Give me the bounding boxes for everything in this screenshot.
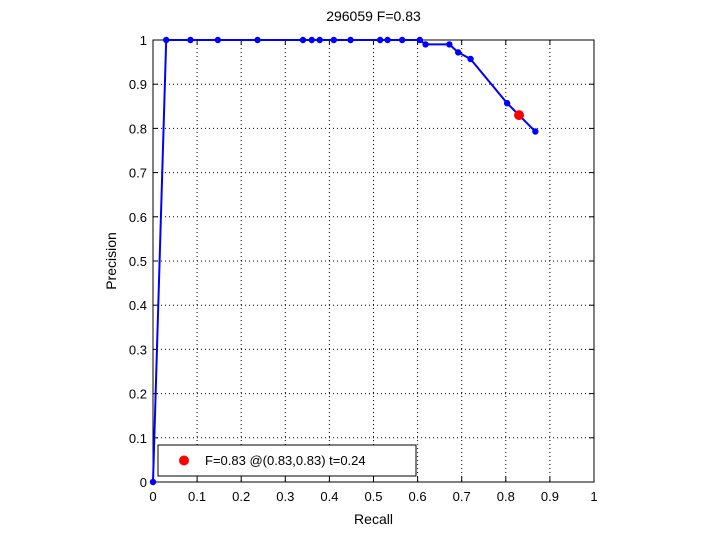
pr-curve-point bbox=[330, 36, 338, 44]
pr-curve-point bbox=[187, 36, 194, 44]
pr-curve-point bbox=[347, 36, 354, 44]
pr-curve-point bbox=[316, 36, 323, 44]
y-tick-label: 0.3 bbox=[129, 342, 147, 357]
pr-curve-point bbox=[416, 36, 424, 44]
pr-curve-point bbox=[308, 36, 315, 44]
pr-curve-point bbox=[503, 100, 511, 107]
series bbox=[149, 36, 539, 486]
y-tick-label: 0.1 bbox=[129, 431, 147, 446]
pr-curve-point bbox=[254, 36, 261, 44]
best-f-point bbox=[514, 110, 525, 121]
x-tick-label: 0 bbox=[149, 489, 156, 504]
legend: F=0.83 @(0.83,0.83) t=0.24 bbox=[157, 444, 417, 477]
x-tick-label: 0.7 bbox=[453, 489, 471, 504]
pr-curve-point bbox=[398, 36, 406, 44]
pr-curve-point bbox=[454, 49, 462, 56]
legend-box bbox=[157, 444, 417, 477]
x-axis-label: Recall bbox=[354, 511, 393, 527]
legend-marker bbox=[179, 455, 189, 466]
grid bbox=[153, 40, 594, 482]
pr-curve-point bbox=[214, 36, 222, 44]
x-tick-label: 0.6 bbox=[409, 489, 427, 504]
pr-curve-point bbox=[376, 36, 384, 44]
x-tick-label: 0.1 bbox=[188, 489, 206, 504]
pr-curve-point bbox=[299, 36, 307, 44]
pr-curve-point bbox=[532, 128, 539, 135]
x-tick-label: 0.3 bbox=[276, 489, 294, 504]
legend-label: F=0.83 @(0.83,0.83) t=0.24 bbox=[205, 453, 366, 468]
chart-title: 296059 F=0.83 bbox=[326, 8, 421, 24]
ticks: 0 0.1 0.2 0.3 0.4 0.5 0.6 0.7 0.8 0.9 1 0 0.1 0.2 0.3 0… bbox=[129, 33, 598, 504]
y-axis-label: Precision bbox=[103, 232, 119, 290]
y-tick-label: 0.8 bbox=[129, 121, 147, 136]
pr-curve-point bbox=[467, 55, 474, 63]
pr-curve-point bbox=[384, 36, 391, 44]
x-tick-label: 0.8 bbox=[497, 489, 515, 504]
y-tick-label: 0 bbox=[140, 475, 147, 490]
x-tick-label: 0.5 bbox=[364, 489, 382, 504]
x-tick-label: 1 bbox=[590, 489, 597, 504]
y-tick-label: 1 bbox=[140, 33, 147, 48]
pr-curve-point bbox=[422, 41, 429, 48]
pr-curve-point bbox=[446, 41, 453, 48]
y-tick-label: 0.7 bbox=[129, 166, 147, 181]
y-tick-label: 0.9 bbox=[129, 77, 147, 92]
pr-curve-point bbox=[163, 36, 170, 44]
y-tick-label: 0.6 bbox=[129, 210, 147, 225]
x-tick-label: 0.4 bbox=[320, 489, 338, 504]
y-tick-label: 0.4 bbox=[129, 298, 147, 313]
y-tick-label: 0.2 bbox=[129, 387, 147, 402]
x-tick-label: 0.2 bbox=[232, 489, 250, 504]
x-tick-label: 0.9 bbox=[541, 489, 559, 504]
pr-curve-point bbox=[149, 478, 157, 486]
y-tick-label: 0.5 bbox=[129, 254, 147, 269]
